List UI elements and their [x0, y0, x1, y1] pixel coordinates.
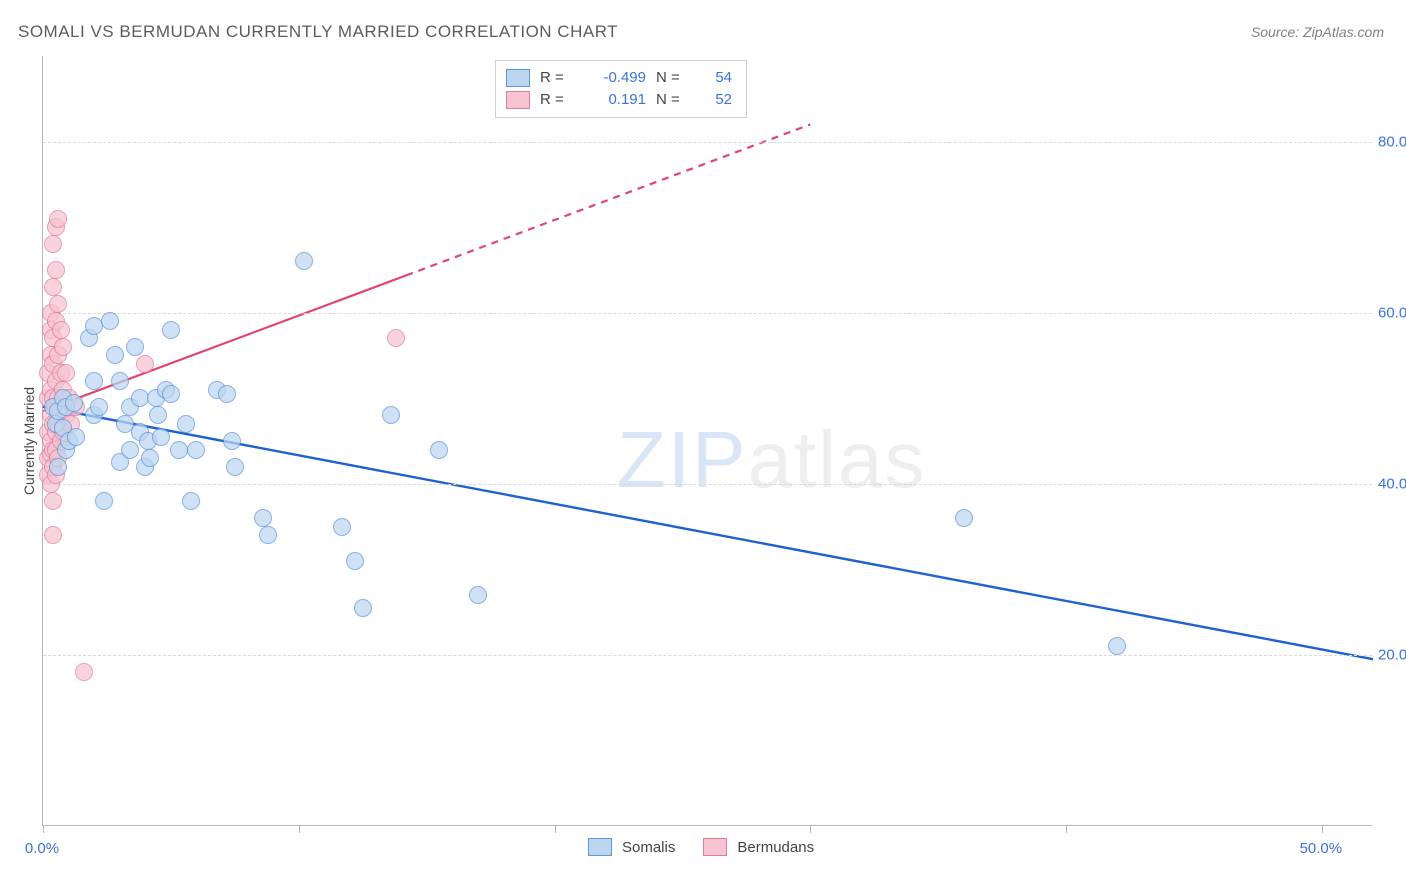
- gridline: [43, 484, 1372, 485]
- watermark: ZIPatlas: [617, 414, 926, 506]
- scatter-point: [149, 406, 167, 424]
- x-tick: [299, 825, 300, 833]
- scatter-point: [95, 492, 113, 510]
- scatter-point: [47, 261, 65, 279]
- scatter-point: [187, 441, 205, 459]
- series-legend: Somalis Bermudans: [588, 838, 814, 856]
- scatter-point: [85, 372, 103, 390]
- scatter-point: [333, 518, 351, 536]
- legend-swatch: [506, 91, 530, 109]
- scatter-point: [65, 394, 83, 412]
- trend-line: [406, 124, 810, 275]
- legend-row: R = 0.191 N = 52: [506, 89, 732, 111]
- x-tick: [1322, 825, 1323, 833]
- scatter-point: [44, 526, 62, 544]
- scatter-point: [1108, 637, 1126, 655]
- scatter-point: [162, 385, 180, 403]
- scatter-point: [295, 252, 313, 270]
- gridline: [43, 313, 1372, 314]
- legend-swatch: [703, 838, 727, 856]
- legend-n-value: 52: [702, 89, 732, 111]
- legend-series-name: Somalis: [622, 839, 675, 856]
- scatter-point: [57, 364, 75, 382]
- scatter-point: [254, 509, 272, 527]
- gridline: [43, 655, 1372, 656]
- scatter-point: [259, 526, 277, 544]
- scatter-point: [162, 321, 180, 339]
- scatter-point: [126, 338, 144, 356]
- scatter-point: [106, 346, 124, 364]
- legend-r-value: 0.191: [586, 89, 646, 111]
- trend-lines-layer: [43, 56, 1372, 825]
- scatter-point: [346, 552, 364, 570]
- y-tick-label: 80.0%: [1378, 133, 1406, 150]
- legend-n-label: N =: [656, 89, 692, 111]
- scatter-point: [387, 329, 405, 347]
- scatter-point: [90, 398, 108, 416]
- y-tick-label: 40.0%: [1378, 475, 1406, 492]
- scatter-point: [75, 663, 93, 681]
- chart-title: SOMALI VS BERMUDAN CURRENTLY MARRIED COR…: [18, 22, 618, 42]
- scatter-point: [111, 372, 129, 390]
- legend-item: Somalis: [588, 838, 675, 856]
- correlation-legend: R = -0.499 N = 54 R = 0.191 N = 52: [495, 60, 747, 118]
- scatter-point: [136, 355, 154, 373]
- legend-n-label: N =: [656, 67, 692, 89]
- scatter-point: [152, 428, 170, 446]
- legend-r-value: -0.499: [586, 67, 646, 89]
- scatter-point: [182, 492, 200, 510]
- scatter-point: [382, 406, 400, 424]
- legend-swatch: [588, 838, 612, 856]
- scatter-point: [430, 441, 448, 459]
- scatter-point: [44, 278, 62, 296]
- scatter-point: [955, 509, 973, 527]
- x-tick-label: 0.0%: [25, 840, 59, 857]
- y-axis-title-container: Currently Married: [18, 56, 40, 826]
- trend-line: [43, 407, 1373, 659]
- x-tick: [810, 825, 811, 833]
- scatter-point: [218, 385, 236, 403]
- scatter-point: [354, 599, 372, 617]
- plot-area: ZIPatlas R =-0.499N =54R =0.191N =52 20.…: [42, 56, 1372, 826]
- scatter-point: [226, 458, 244, 476]
- scatter-point: [141, 449, 159, 467]
- x-tick-label: 50.0%: [1300, 840, 1343, 857]
- scatter-point: [44, 235, 62, 253]
- x-tick: [555, 825, 556, 833]
- legend-r-label: R =: [540, 89, 576, 111]
- scatter-point: [121, 441, 139, 459]
- y-axis-title: Currently Married: [21, 387, 37, 495]
- scatter-point: [49, 210, 67, 228]
- scatter-point: [49, 458, 67, 476]
- y-tick-label: 20.0%: [1378, 646, 1406, 663]
- legend-item: Bermudans: [703, 838, 814, 856]
- scatter-point: [49, 295, 67, 313]
- legend-row: R = -0.499 N = 54: [506, 67, 732, 89]
- legend-n-value: 54: [702, 67, 732, 89]
- scatter-point: [44, 492, 62, 510]
- scatter-point: [170, 441, 188, 459]
- scatter-point: [54, 338, 72, 356]
- scatter-point: [67, 428, 85, 446]
- legend-r-label: R =: [540, 67, 576, 89]
- y-tick-label: 60.0%: [1378, 304, 1406, 321]
- legend-swatch: [506, 69, 530, 87]
- source-label: Source: ZipAtlas.com: [1251, 24, 1384, 40]
- gridline: [43, 142, 1372, 143]
- scatter-point: [101, 312, 119, 330]
- scatter-point: [223, 432, 241, 450]
- watermark-primary: ZIP: [617, 415, 747, 504]
- scatter-point: [52, 321, 70, 339]
- scatter-point: [177, 415, 195, 433]
- legend-series-name: Bermudans: [737, 839, 814, 856]
- x-tick: [43, 825, 44, 833]
- scatter-point: [469, 586, 487, 604]
- x-tick: [1066, 825, 1067, 833]
- watermark-secondary: atlas: [747, 415, 926, 504]
